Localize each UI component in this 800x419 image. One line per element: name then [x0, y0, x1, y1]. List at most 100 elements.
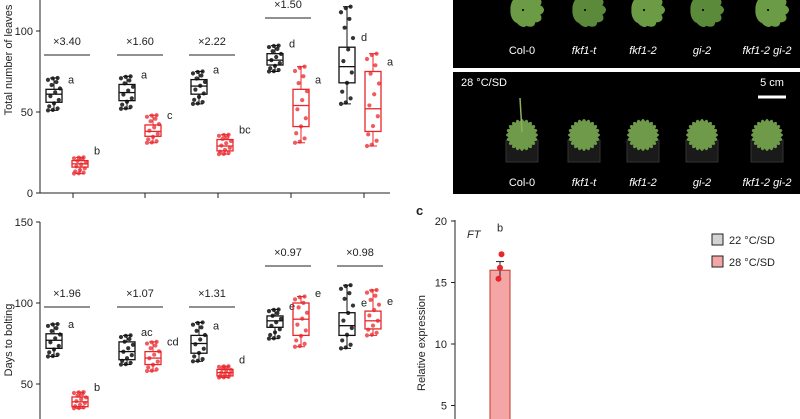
data-point — [190, 359, 196, 364]
data-point — [47, 350, 52, 355]
data-point — [302, 64, 307, 69]
data-point — [374, 51, 379, 56]
data-point — [51, 347, 57, 352]
data-point — [79, 397, 84, 402]
data-point — [375, 318, 380, 323]
data-point — [226, 150, 231, 156]
data-point — [338, 286, 344, 291]
data-point — [276, 307, 281, 312]
data-point — [53, 90, 58, 95]
data-point — [148, 119, 153, 124]
data-point — [304, 310, 310, 315]
data-point — [338, 10, 344, 15]
data-point — [57, 86, 63, 91]
scale-bar-label: 5 cm — [760, 77, 784, 89]
panel-letter-c: c — [416, 203, 423, 218]
data-point — [370, 323, 376, 328]
data-point — [118, 334, 124, 340]
data-point — [54, 79, 59, 85]
panel-c-ticks: 5 10 15 20 — [435, 216, 455, 413]
leaf — [751, 128, 783, 142]
significance-letter: a — [68, 74, 75, 86]
photo-top — [453, 0, 800, 68]
data-point — [228, 138, 234, 144]
data-point — [340, 338, 345, 343]
data-point — [81, 155, 86, 160]
data-point — [144, 140, 150, 145]
y-tick-label: 100 — [15, 26, 33, 38]
data-point — [152, 352, 157, 357]
data-point — [74, 399, 79, 404]
data-point — [122, 339, 127, 344]
leaf — [579, 0, 598, 10]
significance-letter: a — [68, 319, 75, 331]
data-point — [50, 107, 55, 113]
data-point — [364, 333, 370, 338]
data-point — [128, 104, 133, 110]
data-point — [216, 364, 222, 369]
data-point — [276, 67, 281, 73]
data-point — [123, 106, 128, 111]
data-point — [128, 74, 133, 79]
data-point — [201, 91, 206, 96]
significance-letter: ac — [141, 327, 153, 339]
data-point — [497, 264, 503, 271]
data-point — [83, 160, 89, 165]
significance-letter: b — [94, 382, 100, 394]
data-point — [74, 164, 79, 169]
panel-a: Total number of leaves 0 50 100 a b ×3.40 a c ×… — [3, 0, 394, 200]
data-point — [71, 156, 77, 161]
data-point — [120, 358, 125, 363]
data-point — [278, 316, 284, 321]
y-tick-label: 100 — [15, 298, 33, 310]
data-point — [298, 124, 304, 129]
data-point — [275, 311, 280, 316]
y-tick-label: 150 — [15, 217, 33, 229]
panel-b-ticks: 50 100 150 — [15, 217, 40, 391]
photo-panel: Col-0 Col-0 fkf1-t fkf1-t fkf1-2 fkf1-2 gi-2 gi… — [453, 0, 800, 194]
data-point — [302, 341, 307, 346]
photo-labels: Col-0 Col-0 fkf1-t fkf1-t fkf1-2 fkf1-2 gi-2 gi… — [509, 45, 792, 189]
data-point — [368, 71, 373, 76]
data-point — [49, 328, 54, 334]
data-point — [276, 43, 281, 48]
data-point — [190, 322, 196, 327]
data-point — [219, 143, 224, 148]
data-point — [128, 360, 133, 365]
data-point — [156, 122, 162, 127]
data-point — [364, 143, 370, 149]
data-point — [156, 349, 162, 354]
genotype-label-bottom: Col-0 — [509, 177, 535, 189]
data-point — [77, 167, 83, 173]
panel-b-boxes: a b ×1.96 ac cd ×1.07 a d ×1.31 e e ×0.97 e e ×0.98 — [44, 247, 393, 411]
panel-c: c Relative expression FT 5 10 15 20 b 22 °C… — [416, 203, 775, 419]
data-point — [372, 92, 377, 97]
data-point — [274, 320, 279, 325]
legend-label: 28 °C/SD — [729, 257, 775, 269]
data-point — [370, 123, 376, 129]
legend-label: 22 °C/SD — [729, 235, 775, 247]
data-point — [366, 132, 371, 137]
data-point — [364, 290, 370, 295]
data-point — [73, 169, 78, 174]
data-point — [300, 98, 305, 103]
significance-letter: a — [315, 74, 322, 86]
data-point — [271, 307, 276, 313]
data-point — [81, 390, 86, 395]
data-point — [200, 320, 205, 325]
data-point — [266, 44, 272, 50]
data-point — [296, 80, 301, 86]
data-point — [146, 137, 151, 142]
data-point — [124, 99, 130, 104]
data-point — [76, 405, 81, 411]
y-tick-label: 0 — [27, 188, 33, 200]
legend-swatch — [711, 255, 724, 268]
data-point — [347, 291, 352, 296]
data-point — [129, 353, 134, 358]
leaf — [568, 128, 600, 142]
genotype-label-bottom: fkf1-2 gi-2 — [743, 177, 792, 189]
panel-b: Days to bolting 50 100 150 a b ×1.96 ac cd ×1.0… — [3, 217, 393, 419]
genotype-label-top: fkf1-t — [572, 45, 597, 57]
panel-a-boxes: a b ×3.40 a c ×1.60 a bc ×2.22 d a ×1.50 d a — [44, 0, 394, 176]
data-point — [130, 342, 136, 347]
